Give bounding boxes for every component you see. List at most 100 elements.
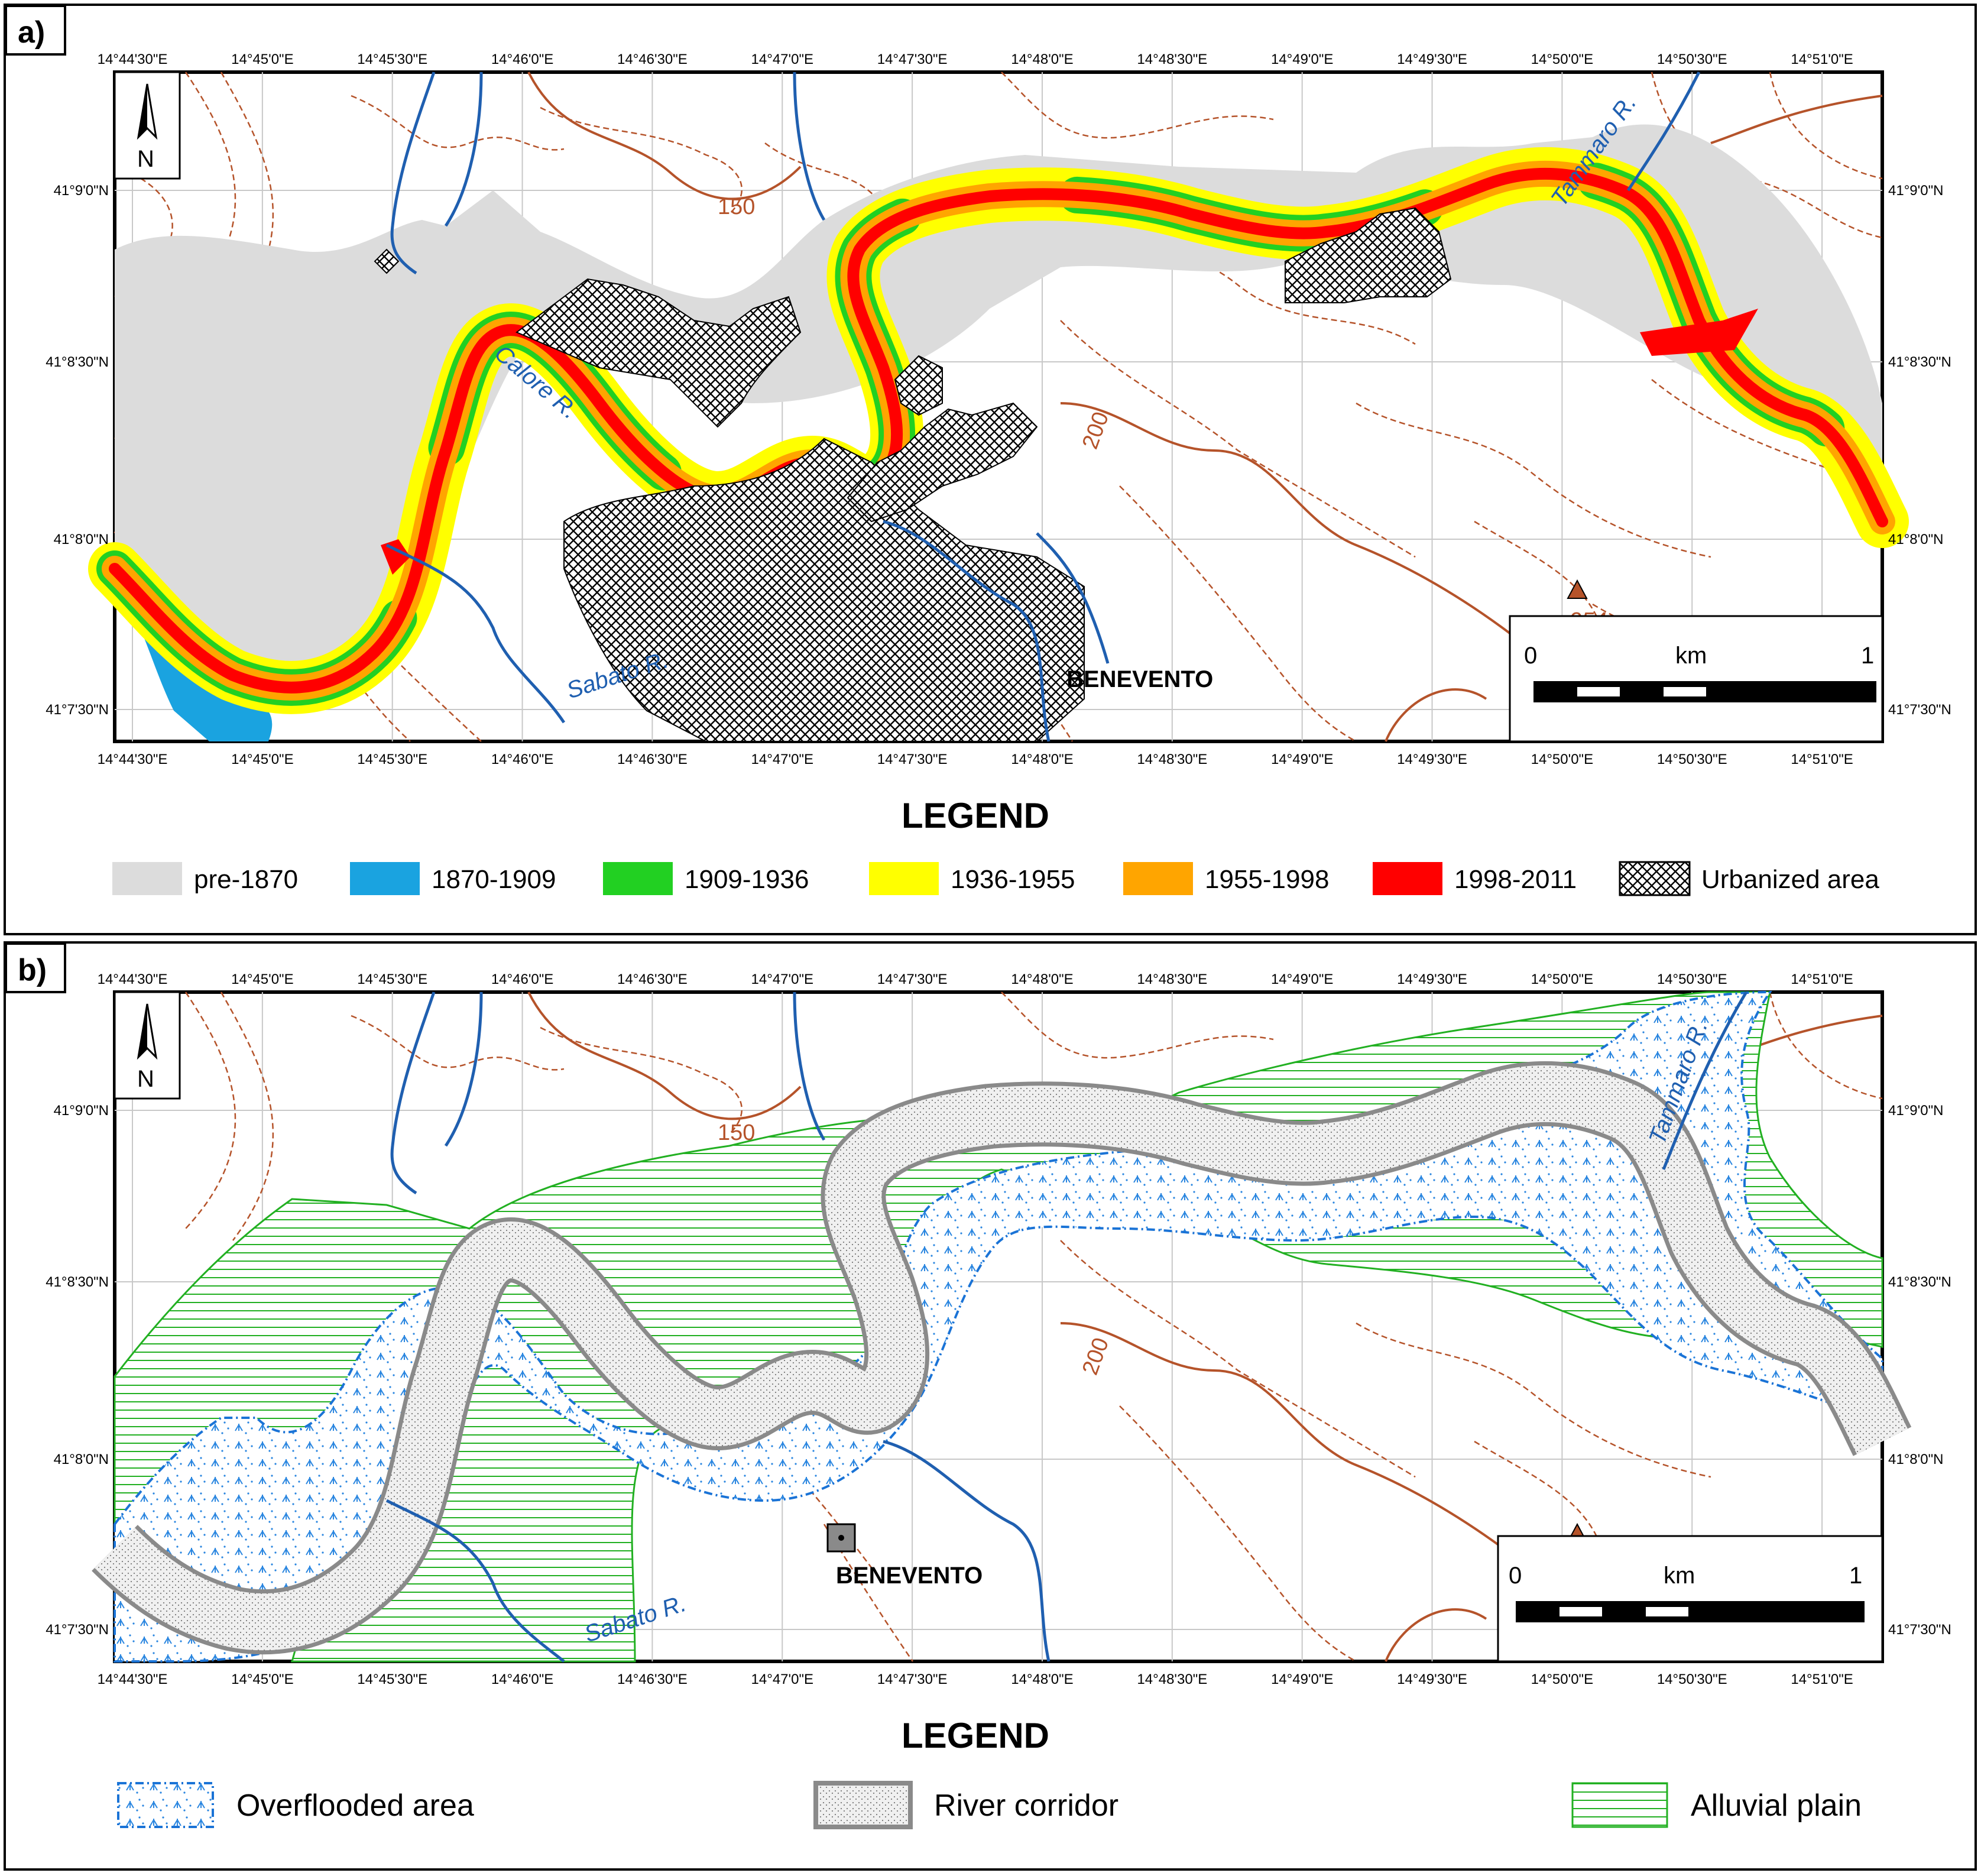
lon-tick-label-bottom: 14°48'0"E bbox=[1011, 1671, 1073, 1687]
tributary-rivers-b bbox=[385, 991, 1748, 1663]
lon-tick-label-bottom: 14°44'30"E bbox=[98, 1671, 168, 1687]
scale-bar bbox=[1509, 615, 1883, 743]
channel-1998-2011-patch bbox=[1640, 309, 1758, 356]
channel-1998-2011 bbox=[109, 167, 1888, 694]
river-corridor bbox=[95, 1065, 1908, 1651]
north-label: N bbox=[137, 146, 154, 172]
legend-label-corridor: River corridor bbox=[934, 1788, 1118, 1823]
lat-tick-label-left: 41°8'0"N bbox=[54, 532, 109, 547]
lat-tick-label-right: 41°9'0"N bbox=[1888, 1103, 1943, 1119]
lat-tick-label-right: 41°8'0"N bbox=[1888, 532, 1943, 547]
lon-tick-label-top: 14°50'0"E bbox=[1531, 971, 1593, 987]
scale-end: 1 bbox=[1861, 643, 1874, 669]
legend-a-title: LEGEND bbox=[902, 796, 1049, 835]
lon-tick-label-top: 14°46'30"E bbox=[617, 971, 688, 987]
lon-tick-label-bottom: 14°44'30"E bbox=[98, 751, 168, 767]
lon-tick-label-bottom: 14°48'30"E bbox=[1137, 751, 1207, 767]
legend-label-alluvial: Alluvial plain bbox=[1691, 1788, 1862, 1823]
legend-swatch-overflooded bbox=[117, 1782, 214, 1828]
scale-unit-b: km bbox=[1664, 1563, 1695, 1589]
north-arrow-icon bbox=[114, 71, 181, 180]
lon-tick-label-bottom: 14°49'0"E bbox=[1271, 751, 1333, 767]
lon-tick-label-bottom: 14°47'0"E bbox=[751, 751, 813, 767]
lon-tick-label-bottom: 14°47'0"E bbox=[751, 1671, 813, 1687]
scale-start: 0 bbox=[1524, 643, 1537, 669]
overflooded-area bbox=[114, 990, 1883, 1663]
legend-label: 1909-1936 bbox=[685, 865, 809, 894]
lon-tick-label-top: 14°45'30"E bbox=[357, 971, 427, 987]
lon-tick-label-top: 14°47'0"E bbox=[751, 51, 813, 67]
lon-tick-label-bottom: 14°49'0"E bbox=[1271, 1671, 1333, 1687]
town-label-benevento: BENEVENTO bbox=[1066, 666, 1213, 692]
lat-tick-label-right: 41°9'0"N bbox=[1888, 183, 1943, 199]
lon-tick-label-top: 14°50'0"E bbox=[1531, 51, 1593, 67]
lon-tick-label-bottom: 14°46'30"E bbox=[617, 751, 688, 767]
lon-tick-label-top: 14°45'0"E bbox=[231, 971, 293, 987]
lon-tick-label-top: 14°47'30"E bbox=[877, 51, 948, 67]
lon-tick-label-top: 14°48'0"E bbox=[1011, 971, 1073, 987]
legend-swatch-pre-1870 bbox=[112, 862, 182, 895]
panel-a-label-box bbox=[5, 5, 66, 56]
lon-tick-label-top: 14°49'0"E bbox=[1271, 51, 1333, 67]
legend-swatch-1870-1909 bbox=[350, 862, 420, 895]
legend-b-title: LEGEND bbox=[902, 1716, 1049, 1755]
lon-tick-label-top: 14°48'0"E bbox=[1011, 51, 1073, 67]
lat-tick-label-left: 41°9'0"N bbox=[54, 1103, 109, 1119]
lon-tick-label-bottom: 14°46'30"E bbox=[617, 1671, 688, 1687]
north-arrow-icon-b bbox=[114, 991, 181, 1100]
legend-label: 1998-2011 bbox=[1454, 865, 1577, 894]
urbanized-areas bbox=[374, 207, 1452, 742]
lon-tick-label-top: 14°49'30"E bbox=[1397, 971, 1467, 987]
lon-tick-label-top: 14°44'30"E bbox=[98, 51, 168, 67]
panel-a-frame: a) bbox=[4, 4, 1977, 935]
scale-unit: km bbox=[1675, 643, 1707, 669]
lon-tick-label-top: 14°48'30"E bbox=[1137, 971, 1207, 987]
lat-tick-label-right: 41°8'0"N bbox=[1888, 1451, 1943, 1467]
panel-b-label: b) bbox=[18, 953, 47, 987]
lat-tick-label-right: 41°8'30"N bbox=[1888, 1274, 1951, 1290]
lon-tick-label-top: 14°50'30"E bbox=[1657, 51, 1727, 67]
town-marker-icon bbox=[826, 1523, 856, 1553]
legend-swatch-alluvial bbox=[1571, 1782, 1668, 1828]
scale-bar-b bbox=[1497, 1535, 1883, 1663]
tributary-rivers bbox=[385, 71, 1701, 742]
panel-a-label: a) bbox=[18, 15, 45, 50]
lon-tick-label-top: 14°45'30"E bbox=[357, 51, 427, 67]
town-label-benevento-b: BENEVENTO bbox=[836, 1563, 983, 1589]
panel-b-map: b) bbox=[5, 942, 1974, 1868]
lon-tick-label-bottom: 14°46'0"E bbox=[491, 751, 553, 767]
lat-tick-label-right: 41°8'30"N bbox=[1888, 354, 1951, 370]
legend-label: 1955-1998 bbox=[1205, 865, 1329, 894]
lat-tick-label-left: 41°9'0"N bbox=[54, 183, 109, 199]
lon-tick-label-top: 14°48'30"E bbox=[1137, 51, 1207, 67]
lat-tick-label-left: 41°8'30"N bbox=[46, 354, 109, 370]
lon-tick-label-bottom: 14°49'30"E bbox=[1397, 751, 1467, 767]
contour-label-150: 150 bbox=[718, 195, 755, 219]
lat-tick-label-left: 41°7'30"N bbox=[46, 702, 109, 718]
lon-tick-label-top: 14°49'30"E bbox=[1397, 51, 1467, 67]
lon-tick-label-bottom: 14°49'30"E bbox=[1397, 1671, 1467, 1687]
lat-tick-label-left: 41°8'30"N bbox=[46, 1274, 109, 1290]
lon-tick-label-top: 14°50'30"E bbox=[1657, 971, 1727, 987]
lon-tick-label-top: 14°46'0"E bbox=[491, 971, 553, 987]
lon-tick-label-bottom: 14°47'30"E bbox=[877, 751, 948, 767]
legend-swatch-1936-1955 bbox=[869, 862, 939, 895]
lon-tick-label-top: 14°47'30"E bbox=[877, 971, 948, 987]
lat-tick-label-left: 41°7'30"N bbox=[46, 1622, 109, 1638]
lon-tick-label-bottom: 14°45'0"E bbox=[231, 1671, 293, 1687]
lon-tick-label-top: 14°47'0"E bbox=[751, 971, 813, 987]
lon-tick-label-top: 14°45'0"E bbox=[231, 51, 293, 67]
lon-tick-label-bottom: 14°45'30"E bbox=[357, 1671, 427, 1687]
peak-triangle-icon bbox=[1567, 579, 1588, 599]
legend-label: 1936-1955 bbox=[951, 865, 1075, 894]
legend-swatch-1998-2011 bbox=[1373, 862, 1442, 895]
lon-tick-label-bottom: 14°50'0"E bbox=[1531, 751, 1593, 767]
lon-tick-label-bottom: 14°51'0"E bbox=[1791, 751, 1853, 767]
legend-label: 1870-1909 bbox=[432, 865, 556, 894]
lon-tick-label-top: 14°51'0"E bbox=[1791, 971, 1853, 987]
legend-b: Overflooded area River corridor Alluvial… bbox=[117, 1781, 1862, 1829]
lon-tick-label-bottom: 14°50'30"E bbox=[1657, 1671, 1727, 1687]
lon-tick-label-top: 14°46'0"E bbox=[491, 51, 553, 67]
legend-label: pre-1870 bbox=[194, 865, 298, 894]
lon-tick-label-top: 14°49'0"E bbox=[1271, 971, 1333, 987]
